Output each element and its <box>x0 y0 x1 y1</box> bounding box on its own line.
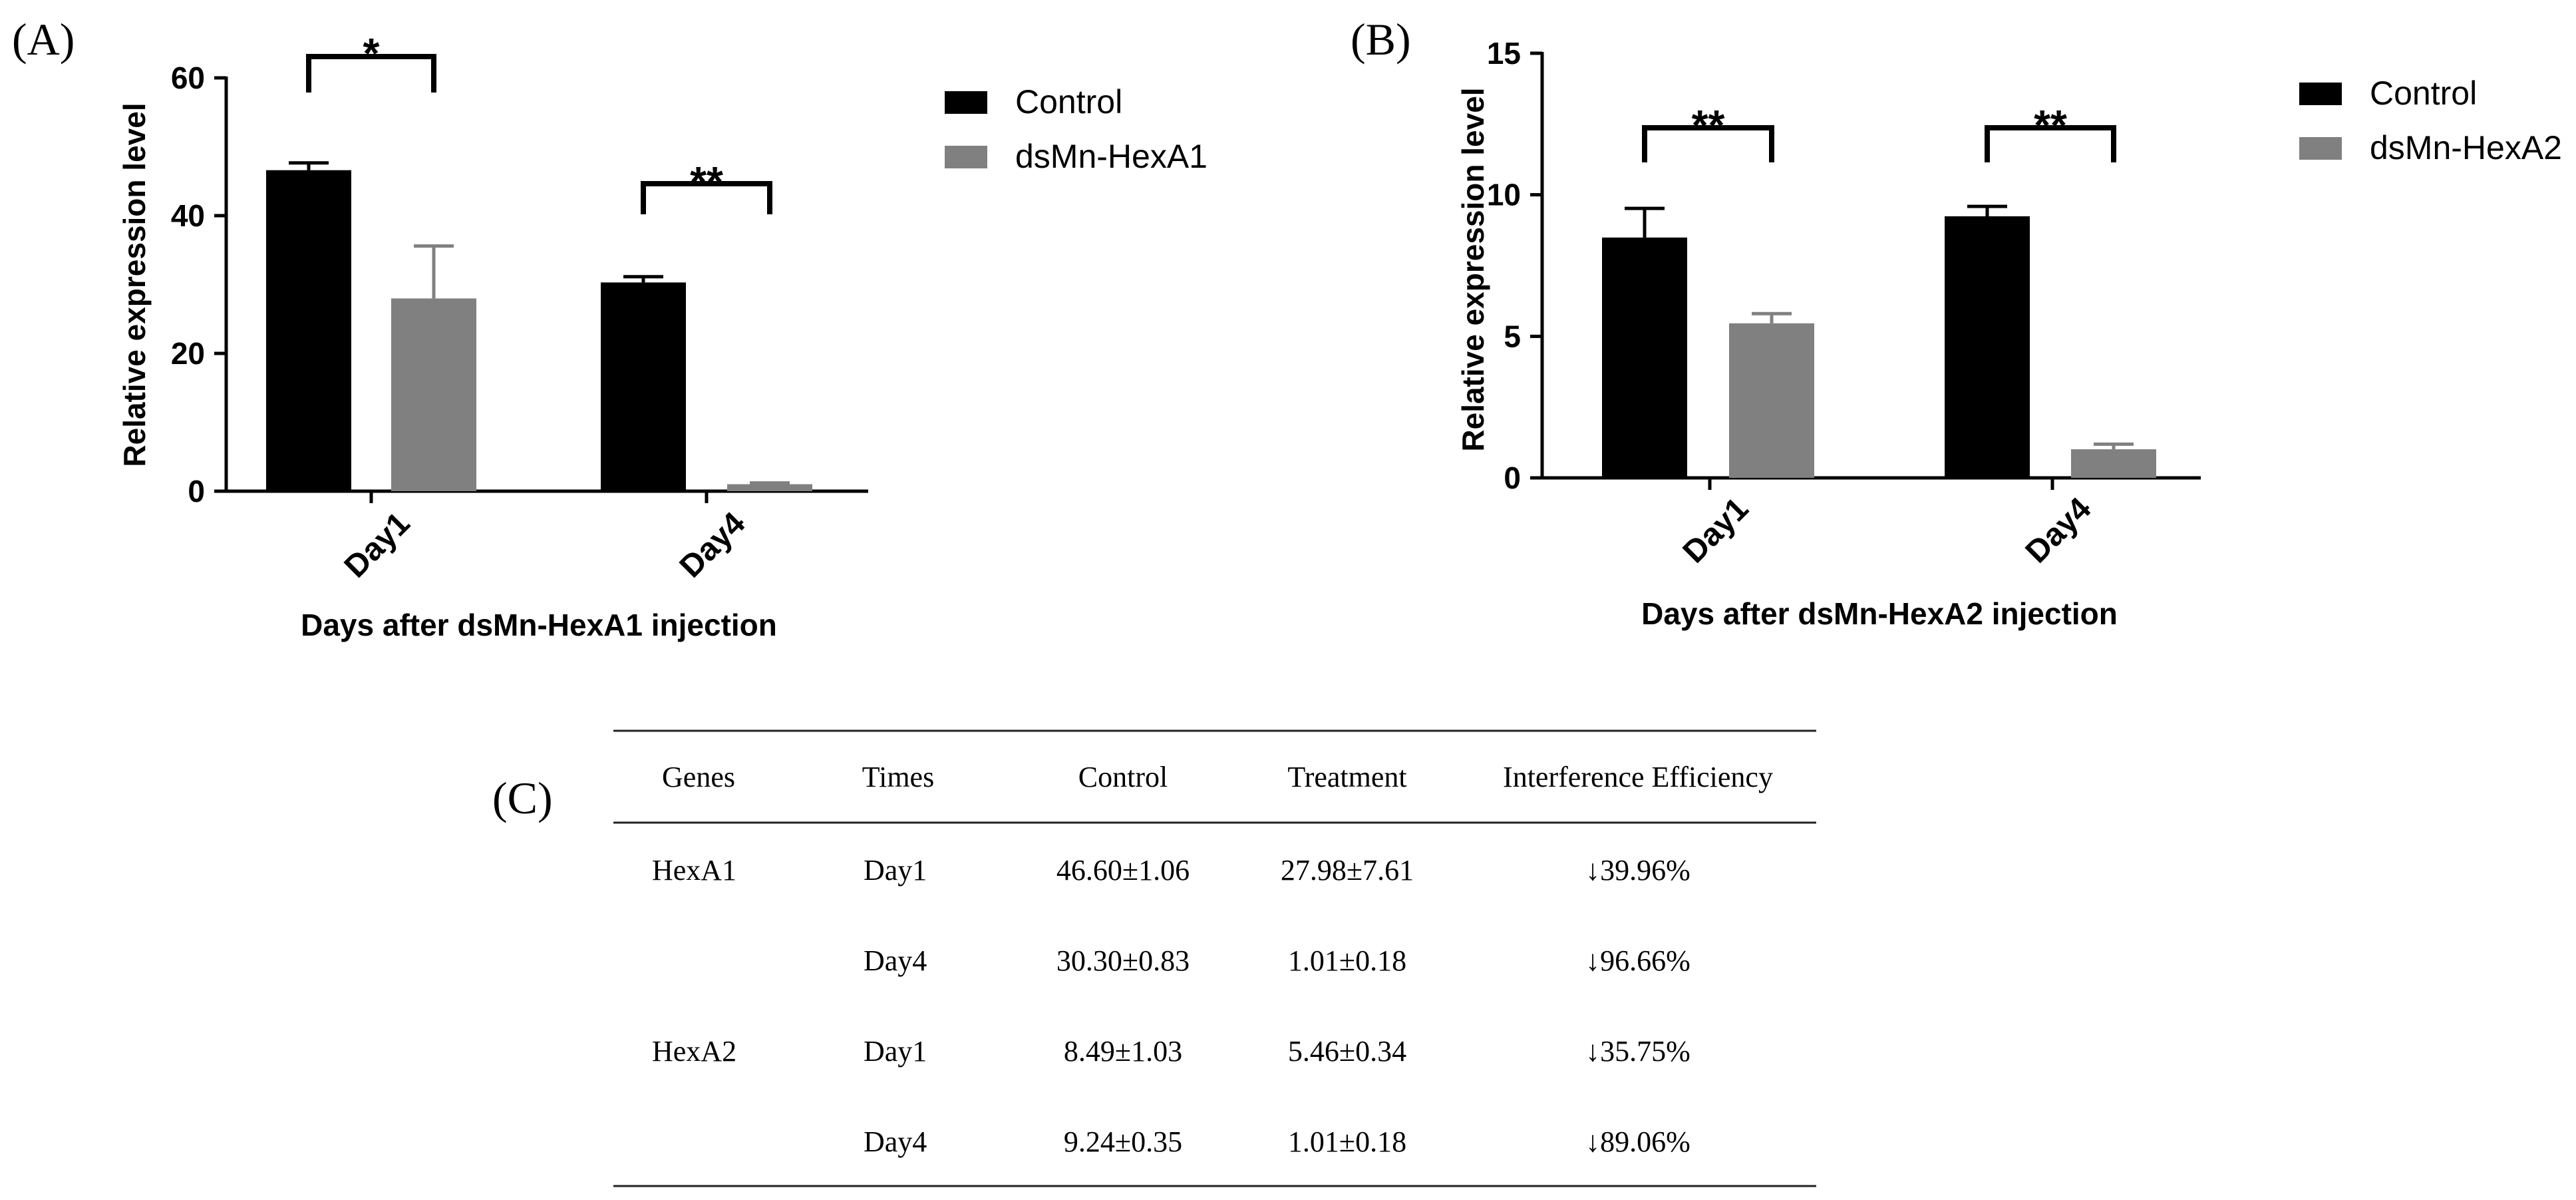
table-header-cell: Control <box>1078 761 1168 793</box>
legend-label: dsMn-HexA1 <box>1015 138 1208 175</box>
table-cell: ↓35.75% <box>1585 1035 1690 1068</box>
bar-day4-dsmn-hexa1 <box>727 484 812 491</box>
x-tick-label: Day4 <box>2019 491 2098 570</box>
y-axis-title: Relative expression level <box>1456 87 1490 451</box>
table-cell: Day4 <box>864 944 927 977</box>
legend-label: Control <box>2370 75 2477 112</box>
table-cell: Day4 <box>864 1125 927 1158</box>
panel-label: (A) <box>12 14 75 65</box>
table-cell: 27.98±7.61 <box>1281 854 1414 887</box>
table-cell: 9.24±0.35 <box>1064 1125 1182 1158</box>
table-cell: 5.46±0.34 <box>1288 1035 1406 1068</box>
table-cell: ↓89.06% <box>1585 1125 1690 1158</box>
significance-marker: ** <box>1692 101 1725 149</box>
significance-marker: ** <box>2034 101 2067 149</box>
y-tick-label: 0 <box>188 474 205 508</box>
x-axis-title: Days after dsMn-HexA2 injection <box>1641 596 2118 631</box>
legend-swatch <box>945 146 987 168</box>
table-header-cell: Genes <box>662 761 735 793</box>
table-header-cell: Treatment <box>1287 761 1406 793</box>
y-tick-label: 5 <box>1504 319 1521 353</box>
bar-day4-dsmn-hexa2 <box>2071 449 2156 478</box>
chart-panel-b: (B) 0 5 10 15 Day1 Day4 ** ** Days after dsMn-Hex… <box>1351 14 2562 631</box>
legend-swatch <box>945 91 987 114</box>
panel-label: (C) <box>492 773 553 823</box>
significance-marker: ** <box>690 158 723 206</box>
bar-day1-control <box>266 170 351 491</box>
significance-bracket <box>306 54 436 93</box>
significance-bracket <box>1985 125 2116 162</box>
bar-day4-control <box>601 282 686 491</box>
table-cell: HexA1 <box>652 854 736 887</box>
table-cell: 46.60±1.06 <box>1056 854 1190 887</box>
legend-label: Control <box>1015 83 1122 120</box>
y-tick-label: 10 <box>1487 178 1521 212</box>
legend-swatch <box>2299 137 2342 160</box>
table-cell: Day1 <box>864 854 927 887</box>
y-axis-title: Relative expression level <box>117 102 152 467</box>
legend-swatch <box>2299 83 2342 105</box>
bar-day1-control <box>1602 237 1687 478</box>
significance-marker: * <box>363 29 380 77</box>
x-tick-label: Day1 <box>1677 491 1756 570</box>
table-cell: HexA2 <box>652 1035 736 1068</box>
y-tick-label: 0 <box>1504 461 1521 495</box>
y-tick-label: 60 <box>171 61 205 95</box>
bar-day1-dsmn-hexa2 <box>1729 323 1814 478</box>
legend-label: dsMn-HexA2 <box>2370 129 2562 166</box>
x-tick-label: Day1 <box>338 506 417 585</box>
significance-bracket <box>641 181 772 214</box>
y-tick-label: 20 <box>171 336 205 371</box>
table-cell: ↓96.66% <box>1585 944 1690 977</box>
bar-day1-dsmn-hexa1 <box>391 298 476 491</box>
table-cell: 30.30±0.83 <box>1056 944 1190 977</box>
y-tick-label: 15 <box>1487 36 1521 71</box>
table-header-cell: Interference Efficiency <box>1503 761 1773 793</box>
data-table: (C) Genes Times Control Treatment Interferenc… <box>492 729 1816 1187</box>
table-cell: Day1 <box>864 1035 927 1068</box>
table-cell: ↓39.96% <box>1585 854 1690 887</box>
table-header-cell: Times <box>862 761 934 793</box>
x-axis-title: Days after dsMn-HexA1 injection <box>301 608 777 642</box>
significance-bracket <box>1642 125 1774 162</box>
x-tick-label: Day4 <box>673 506 752 585</box>
panel-label: (B) <box>1351 14 1411 65</box>
table-cell: 1.01±0.18 <box>1288 1125 1406 1158</box>
y-tick-label: 40 <box>171 198 205 233</box>
bar-day4-control <box>1945 216 2030 478</box>
table-cell: 1.01±0.18 <box>1288 944 1406 977</box>
table-cell: 8.49±1.03 <box>1064 1035 1182 1068</box>
